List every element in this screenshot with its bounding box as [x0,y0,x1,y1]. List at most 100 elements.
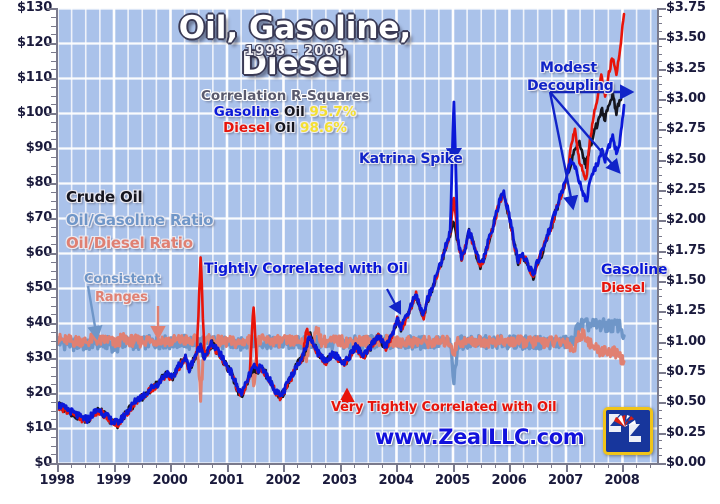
correlation-row-diesel: Diesel Oil 98.6% [160,120,410,136]
y-axis-left-tick: $20 [25,385,53,400]
y-axis-right-major-tick [657,8,666,10]
x-axis-minor-tick [297,463,299,468]
correlation-value-gasoline: 95.7% [309,104,357,120]
y-axis-left-minor-tick [51,279,57,281]
annotation-decoupling: Decoupling [527,78,614,94]
x-axis-minor-tick [636,463,638,468]
y-axis-right-minor-tick [657,91,662,93]
y-axis-right-minor-tick [657,61,662,63]
x-axis-tick: 2004 [378,473,414,488]
x-axis-minor-tick [438,463,440,468]
x-axis-major-tick [283,463,285,472]
x-axis-major-tick [339,463,342,472]
y-axis-left-minor-tick [51,244,57,246]
y-axis-left-minor-tick [51,314,57,316]
x-axis-minor-tick [184,463,186,468]
annotation-arrows [86,84,635,408]
x-axis-tick: 2001 [209,473,244,488]
y-axis-left-major-tick [47,148,57,150]
y-axis-left-minor-tick [51,209,57,211]
y-axis-left-minor-tick [51,86,57,88]
annotation-tightly-correlated: Tightly Correlated with Oil [204,261,408,277]
y-axis-left-tick: $80 [25,175,53,190]
y-axis-left-minor-tick [51,410,57,412]
x-axis-minor-tick [71,463,73,468]
y-axis-right-major-tick [657,220,666,223]
y-axis-left-major-tick [47,288,57,290]
y-axis-right-minor-tick [657,273,662,275]
x-axis-minor-tick [311,463,313,468]
y-axis-left-tick: $50 [25,280,53,295]
y-axis-right-major-tick [657,99,666,101]
y-axis-left-minor-tick [51,191,57,193]
y-axis-right-tick: $2.75 [666,121,706,137]
y-axis-left-line [56,8,58,463]
x-axis-major-tick [113,463,116,472]
x-axis-minor-tick [212,463,214,468]
x-axis-minor-tick [141,463,143,468]
correlation-row-gasoline: Gasoline Oil 95.7% [160,104,410,120]
x-axis-minor-tick [593,463,595,468]
x-axis-tick: 2002 [265,473,301,488]
y-axis-left-major-tick [47,428,57,430]
y-axis-right-minor-tick [657,296,662,298]
x-axis-minor-tick [325,463,327,468]
y-axis-left-minor-tick [51,384,57,386]
zeal-llc-logo [603,407,653,455]
y-axis-right-minor-tick [657,258,662,260]
y-axis-right-minor-tick [657,334,662,336]
x-axis-tick: 2005 [435,473,470,488]
x-axis-minor-tick [367,463,369,468]
y-axis-right-tick: $3.75 [666,0,706,15]
x-axis-minor-tick [579,463,581,468]
y-axis-right-minor-tick [657,318,662,320]
y-axis-right-major-tick [657,463,666,465]
y-axis-right-minor-tick [657,326,662,328]
y-axis-right-minor-tick [657,417,662,419]
y-axis-right-minor-tick [657,76,662,78]
y-axis-left-minor-tick [51,436,57,438]
y-axis-left-tick: $110 [17,70,52,85]
y-axis-left-major-tick [47,393,57,395]
x-axis-tick: 2008 [604,473,640,488]
x-axis-major-tick [57,463,59,472]
y-axis-right-minor-tick [657,106,662,108]
y-axis-right-major-tick [657,159,666,162]
y-axis-left-major-tick [47,8,57,10]
annotation-modest: Modest [540,60,597,76]
y-axis-left-minor-tick [51,95,57,97]
website-url[interactable]: www.ZeaILLC.com [375,425,585,449]
y-axis-right-minor-tick [657,114,662,116]
y-axis-right-minor-tick [657,197,662,199]
y-axis-left-major-tick [47,218,57,220]
y-axis-left-tick: $40 [25,315,53,330]
x-axis-tick: 2006 [491,473,527,488]
y-axis-left-minor-tick [51,296,57,298]
y-axis-right-minor-tick [657,152,662,154]
y-axis-left-minor-tick [51,130,57,132]
y-axis-right-major-tick [657,281,666,283]
y-axis-left-minor-tick [51,200,57,202]
x-axis-minor-tick [155,463,157,468]
x-axis-minor-tick [254,463,256,468]
y-axis-right-tick: $0.50 [666,394,706,410]
y-axis-right-minor-tick [657,387,662,389]
y-axis-right-tick: $2.00 [666,212,706,228]
x-axis-major-tick [396,463,398,472]
y-axis-left-minor-tick [51,261,57,263]
series-label-diesel: Diesel [601,281,645,296]
y-axis-left-tick: $90 [25,140,53,155]
y-axis-left-major-tick [47,113,57,115]
annotation-ranges: Ranges [95,290,148,305]
x-axis-minor-tick [537,463,539,468]
y-axis-right-major-tick [657,372,666,374]
y-axis-left-major-tick [47,78,57,80]
y-axis-right-minor-tick [657,53,662,55]
y-axis-right-minor-tick [657,455,662,457]
y-axis-left-tick: $130 [17,0,52,15]
y-axis-left-tick: $10 [25,420,53,435]
y-axis-left-minor-tick [51,401,57,403]
y-axis-left-tick: $100 [17,105,52,120]
x-axis-minor-tick [410,463,412,468]
y-axis-right-major-tick [657,341,666,344]
